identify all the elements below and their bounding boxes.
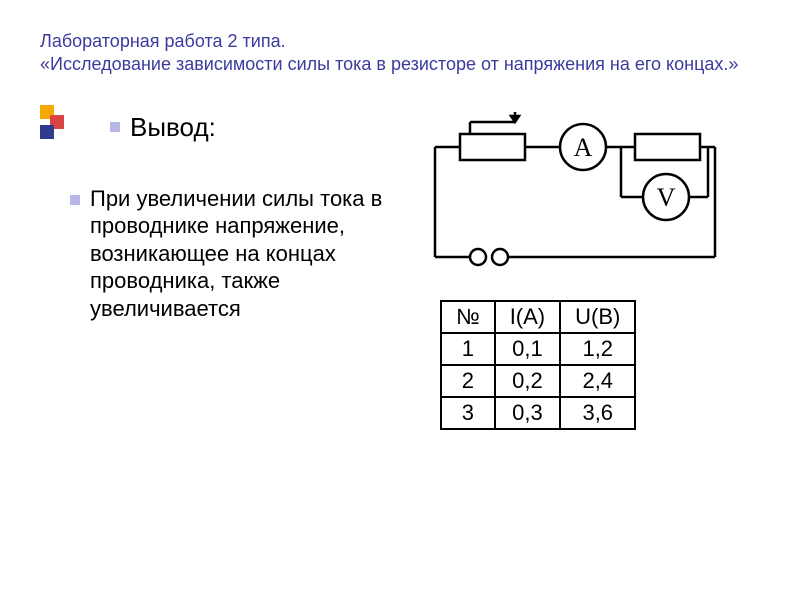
- col-number: №: [441, 301, 495, 333]
- slide-title: Лабораторная работа 2 типа. «Исследовани…: [40, 30, 760, 77]
- table-cell: 0,1: [495, 333, 560, 365]
- table-cell: 0,2: [495, 365, 560, 397]
- table-row: 10,11,2: [441, 333, 635, 365]
- accent-bar-3: [40, 125, 54, 139]
- table-header-row: № I(A) U(B): [441, 301, 635, 333]
- bullet-icon: [70, 195, 80, 205]
- text-column: Вывод: При увеличении силы тока в провод…: [40, 112, 405, 430]
- col-current: I(A): [495, 301, 560, 333]
- table-cell: 3,6: [560, 397, 635, 429]
- conclusion-body: При увеличении силы тока в проводнике на…: [90, 185, 405, 323]
- svg-text:A: A: [574, 133, 593, 162]
- figure-column: A V № I(A) U(B) 10,11,220,22,430,33,6: [405, 112, 760, 430]
- table-cell: 1: [441, 333, 495, 365]
- bullet-icon: [110, 122, 120, 132]
- table-cell: 2,4: [560, 365, 635, 397]
- table-cell: 3: [441, 397, 495, 429]
- conclusion-heading-line: Вывод:: [70, 112, 405, 143]
- measurements-table: № I(A) U(B) 10,11,220,22,430,33,6: [440, 300, 636, 430]
- col-voltage: U(B): [560, 301, 635, 333]
- svg-text:V: V: [657, 183, 676, 212]
- conclusion-body-line: При увеличении силы тока в проводнике на…: [70, 185, 405, 323]
- table-cell: 1,2: [560, 333, 635, 365]
- table-row: 30,33,6: [441, 397, 635, 429]
- table-row: 20,22,4: [441, 365, 635, 397]
- circuit-diagram: A V: [415, 112, 735, 282]
- conclusion-heading: Вывод:: [130, 112, 216, 143]
- table-cell: 0,3: [495, 397, 560, 429]
- table-cell: 2: [441, 365, 495, 397]
